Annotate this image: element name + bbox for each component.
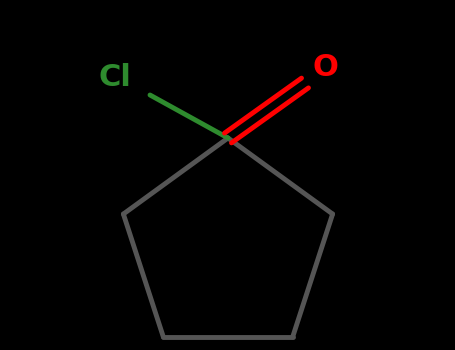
Text: Cl: Cl [99, 63, 131, 92]
Text: O: O [312, 54, 338, 83]
